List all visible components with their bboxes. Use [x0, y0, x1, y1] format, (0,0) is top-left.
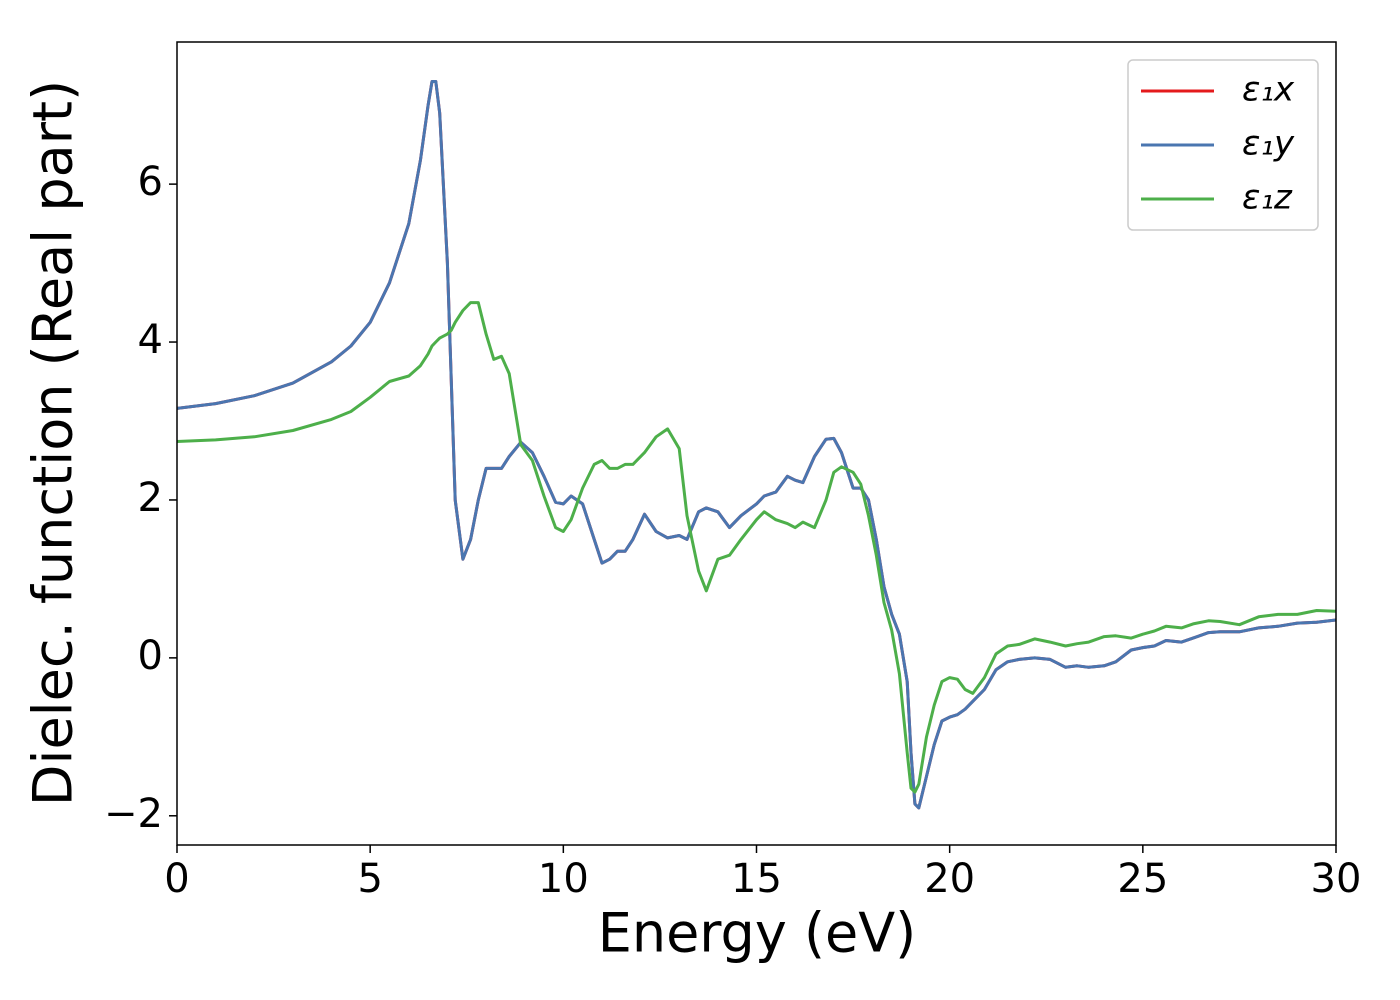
y-tick-label: 2 — [138, 475, 163, 521]
x-tick-label: 5 — [357, 856, 382, 902]
series-line — [177, 80, 1336, 810]
y-tick-label: 0 — [138, 633, 163, 679]
y-axis-label: Dielec. function (Real part) — [22, 80, 85, 806]
legend-box — [1127, 59, 1319, 231]
y-tick-label: 4 — [138, 317, 163, 363]
x-tick-label: 20 — [924, 856, 975, 902]
plot-frame — [176, 41, 1337, 846]
x-tick-label: 30 — [1311, 856, 1362, 902]
legend-label: ε₁z — [1242, 178, 1293, 218]
y-tick-label: 6 — [138, 159, 163, 205]
y-tick-label: −2 — [104, 791, 163, 837]
x-axis-label: Energy (eV) — [598, 902, 917, 965]
x-tick-label: 15 — [731, 856, 782, 902]
legend-label: ε₁x — [1242, 70, 1295, 110]
x-tick-label: 25 — [1117, 856, 1168, 902]
legend-label: ε₁y — [1242, 124, 1295, 164]
series-line — [177, 301, 1336, 794]
x-tick-label: 10 — [538, 856, 589, 902]
x-tick-label: 0 — [164, 856, 189, 902]
